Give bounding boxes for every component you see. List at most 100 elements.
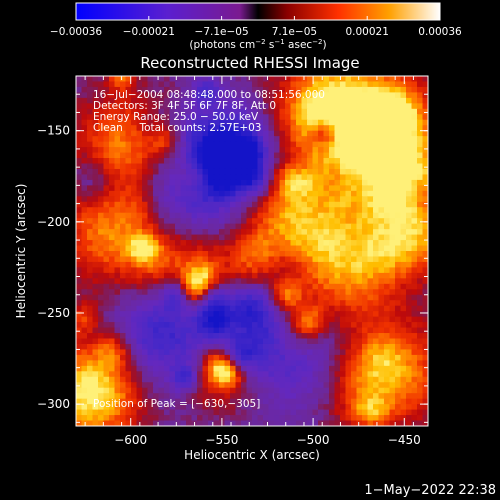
heatmap-cell [164, 207, 171, 214]
heatmap-cell [92, 365, 99, 372]
heatmap-cell [142, 272, 149, 279]
heatmap-cell [345, 251, 352, 258]
heatmap-cell [202, 229, 209, 236]
heatmap-cell [257, 371, 264, 378]
heatmap-cell [340, 179, 347, 186]
heatmap-cell [153, 108, 160, 115]
heatmap-cell [180, 371, 187, 378]
heatmap-cell [395, 163, 402, 170]
heatmap-cell [235, 327, 242, 334]
heatmap-cell [131, 327, 138, 334]
heatmap-cell [219, 152, 226, 159]
heatmap-cell [422, 349, 428, 356]
heatmap-cell [81, 360, 88, 367]
heatmap-cell [147, 179, 154, 186]
heatmap-cell [312, 251, 319, 258]
heatmap-cell [197, 119, 204, 126]
heatmap-cell [98, 333, 105, 340]
heatmap-cell [367, 86, 374, 94]
heatmap-cell [296, 289, 303, 296]
heatmap-cell [312, 333, 319, 340]
heatmap-cell [417, 81, 424, 88]
heatmap-cell [191, 136, 198, 143]
heatmap-cell [323, 256, 330, 263]
heatmap-cell [164, 316, 171, 323]
heatmap-cell [235, 267, 242, 274]
heatmap-cell [268, 365, 275, 372]
heatmap-cell [202, 294, 209, 301]
heatmap-cell [367, 240, 374, 247]
heatmap-cell [164, 267, 171, 274]
heatmap-cell [290, 311, 297, 318]
heatmap-cell [406, 322, 413, 329]
heatmap-cell [411, 420, 418, 426]
heatmap-cell [147, 387, 154, 394]
heatmap-cell [285, 152, 292, 159]
heatmap-cell [395, 218, 402, 225]
heatmap-cell [279, 349, 286, 356]
heatmap-cell [92, 141, 99, 148]
heatmap-cell [246, 300, 253, 307]
heatmap-cell [274, 81, 281, 88]
heatmap-cell [131, 141, 138, 148]
heatmap-cell [285, 316, 292, 323]
heatmap-cell [142, 141, 149, 148]
heatmap-cell [98, 234, 105, 241]
heatmap-cell [87, 404, 94, 411]
heatmap-cell [307, 114, 314, 121]
heatmap-cell [362, 125, 369, 132]
heatmap-cell [87, 76, 94, 83]
heatmap-cell [191, 125, 198, 132]
heatmap-cell [197, 349, 204, 356]
heatmap-cell [235, 245, 242, 252]
heatmap-cell [169, 114, 176, 121]
heatmap-cell [351, 360, 358, 367]
heatmap-cell [213, 152, 220, 159]
heatmap-cell [351, 278, 358, 285]
heatmap-cell [307, 343, 314, 351]
heatmap-cell [252, 108, 259, 115]
heatmap-cell [153, 415, 160, 422]
heatmap-cell [208, 223, 215, 230]
heatmap-cell [263, 97, 270, 104]
heatmap-cell [417, 245, 424, 252]
heatmap-cell [81, 404, 88, 411]
heatmap-cell [158, 294, 165, 301]
heatmap-cell [274, 201, 281, 208]
heatmap-cell [252, 360, 259, 367]
heatmap-cell [345, 382, 352, 389]
heatmap-cell [422, 316, 428, 323]
heatmap-cell [340, 420, 347, 426]
heatmap-cell [241, 343, 248, 351]
heatmap-cell [263, 283, 270, 290]
heatmap-cell [164, 365, 171, 372]
heatmap-cell [395, 92, 402, 99]
heatmap-cell [323, 349, 330, 356]
heatmap-cell [356, 125, 363, 132]
heatmap-cell [356, 223, 363, 230]
heatmap-cell [142, 256, 149, 263]
heatmap-cell [257, 86, 264, 94]
heatmap-cell [125, 119, 132, 126]
heatmap-cell [191, 382, 198, 389]
heatmap-cell [169, 289, 176, 296]
heatmap-cell [373, 119, 380, 126]
heatmap-cell [274, 212, 281, 219]
heatmap-cell [252, 409, 259, 416]
heatmap-cell [257, 119, 264, 126]
heatmap-cell [125, 196, 132, 203]
heatmap-cell [307, 327, 314, 334]
heatmap-cell [384, 207, 391, 214]
heatmap-cell [147, 86, 154, 94]
heatmap-cell [103, 272, 110, 279]
heatmap-cell [197, 256, 204, 263]
annotation-clean-counts: Clean Total counts: 2.57E+03 [93, 122, 262, 134]
heatmap-cell [158, 289, 165, 296]
heatmap-cell [147, 168, 154, 176]
heatmap-cell [208, 130, 215, 137]
heatmap-cell [356, 196, 363, 203]
heatmap-cell [312, 343, 319, 351]
heatmap-cell [230, 240, 237, 247]
heatmap-cell [367, 382, 374, 389]
heatmap-cell [87, 415, 94, 422]
